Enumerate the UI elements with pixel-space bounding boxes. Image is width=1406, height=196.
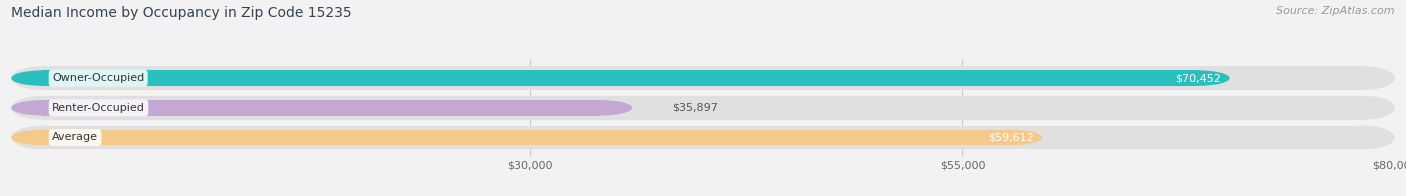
Text: Owner-Occupied: Owner-Occupied <box>52 73 145 83</box>
FancyBboxPatch shape <box>42 100 600 115</box>
Ellipse shape <box>1333 126 1395 149</box>
Ellipse shape <box>11 70 73 86</box>
FancyBboxPatch shape <box>42 66 1364 90</box>
FancyBboxPatch shape <box>42 70 1198 86</box>
Text: Median Income by Occupancy in Zip Code 15235: Median Income by Occupancy in Zip Code 1… <box>11 6 352 20</box>
Ellipse shape <box>1167 70 1230 86</box>
Ellipse shape <box>1333 66 1395 90</box>
Text: Average: Average <box>52 132 98 142</box>
Text: Source: ZipAtlas.com: Source: ZipAtlas.com <box>1277 6 1395 16</box>
Text: Renter-Occupied: Renter-Occupied <box>52 103 145 113</box>
FancyBboxPatch shape <box>42 130 1011 145</box>
Ellipse shape <box>569 100 633 115</box>
Ellipse shape <box>11 66 73 90</box>
Ellipse shape <box>11 126 73 149</box>
FancyBboxPatch shape <box>42 96 1364 120</box>
Ellipse shape <box>980 130 1042 145</box>
Ellipse shape <box>1333 96 1395 120</box>
FancyBboxPatch shape <box>42 126 1364 149</box>
Ellipse shape <box>11 96 73 120</box>
Text: $70,452: $70,452 <box>1175 73 1220 83</box>
Text: $35,897: $35,897 <box>672 103 717 113</box>
Text: $59,612: $59,612 <box>988 132 1033 142</box>
Ellipse shape <box>11 100 73 115</box>
Ellipse shape <box>11 130 73 145</box>
